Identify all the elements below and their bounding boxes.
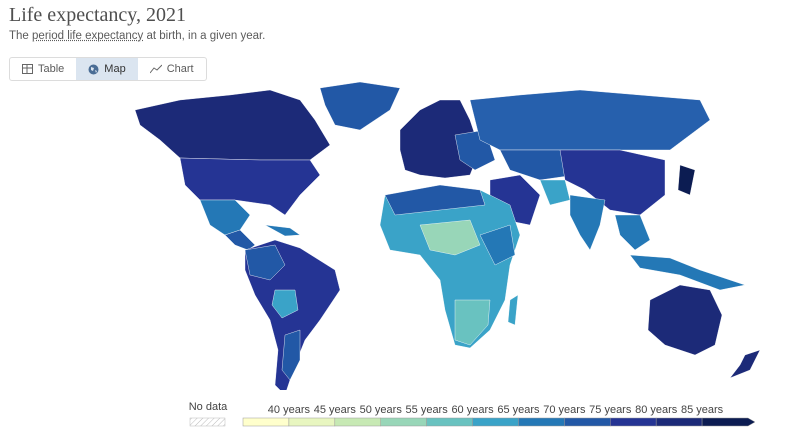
- country: [507, 294, 519, 326]
- country: [419, 219, 481, 256]
- legend-label: 65 years: [497, 404, 540, 416]
- legend-label: 85 years: [681, 404, 724, 416]
- country: [319, 81, 401, 131]
- country: [199, 199, 251, 236]
- tab-label: Table: [38, 63, 65, 75]
- legend-swatch: [518, 417, 565, 427]
- legend-label: 60 years: [451, 404, 494, 416]
- country: [479, 224, 516, 266]
- tab[interactable]: Chart: [138, 58, 206, 80]
- legend-label: 75 years: [589, 404, 632, 416]
- country: [614, 214, 651, 251]
- legend-swatch: [472, 417, 519, 427]
- subtitle-link[interactable]: period life expectancy: [32, 30, 144, 42]
- world-map: [134, 81, 761, 390]
- tab-bar: Table Map Chart: [9, 57, 207, 81]
- tab[interactable]: Table: [10, 58, 76, 80]
- country: [134, 89, 331, 161]
- legend-label: 50 years: [360, 404, 403, 416]
- legend-swatch: [564, 417, 611, 427]
- country: [271, 289, 299, 319]
- legend-label: 70 years: [543, 404, 586, 416]
- country: [179, 157, 321, 216]
- country: [469, 89, 711, 151]
- country: [569, 194, 606, 251]
- subtitle: The period life expectancy at birth, in …: [9, 30, 265, 42]
- legend-swatch: [426, 417, 473, 427]
- country: [677, 164, 696, 196]
- country: [281, 329, 301, 381]
- legend-swatch: [701, 417, 756, 427]
- subtitle-text: The: [9, 30, 29, 42]
- no-data-swatch: [189, 417, 226, 427]
- icon: [149, 64, 162, 74]
- legend-swatch: [655, 417, 703, 427]
- country: [729, 349, 761, 379]
- country: [499, 149, 576, 181]
- legend-swatch: [380, 417, 427, 427]
- tab-label: Map: [104, 63, 126, 75]
- legend: No data 40 years 45 years 50 years 55 years…: [189, 401, 756, 427]
- country: [629, 254, 746, 291]
- tab-active[interactable]: Map: [76, 58, 138, 80]
- country: [454, 299, 491, 346]
- legend-label: 40 years: [268, 404, 311, 416]
- country: [384, 184, 486, 216]
- subtitle-text: at birth, in a given year.: [146, 30, 266, 42]
- tab-label: Chart: [166, 63, 194, 75]
- legend-label: No data: [189, 401, 228, 413]
- country: [539, 179, 571, 206]
- country: [224, 229, 256, 251]
- country: [264, 224, 301, 237]
- legend-label: 45 years: [314, 404, 357, 416]
- country: [244, 244, 286, 281]
- legend-label: 80 years: [635, 404, 678, 416]
- legend-swatch: [610, 417, 657, 427]
- icon: [22, 64, 33, 74]
- icon: [88, 64, 99, 74]
- title: Life expectancy, 2021: [9, 4, 186, 26]
- legend-label: 55 years: [406, 404, 449, 416]
- legend-swatch: [288, 417, 336, 427]
- country: [647, 284, 723, 356]
- legend-swatch: [334, 417, 381, 427]
- legend-swatch: [242, 417, 290, 427]
